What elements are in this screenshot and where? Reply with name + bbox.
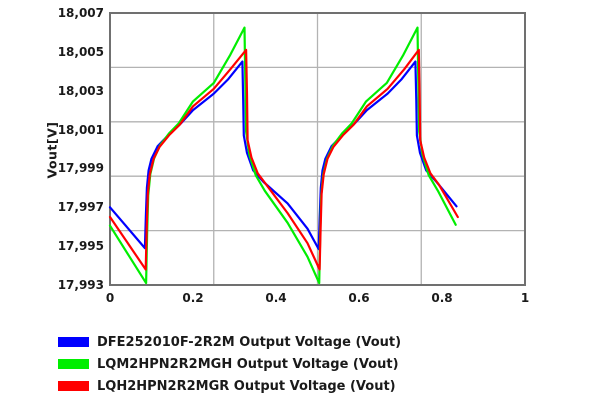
series-line-lqm2hpn2r2mgh — [108, 26, 457, 285]
x-tick-label: 0 — [105, 291, 115, 305]
legend-color-swatch — [58, 337, 89, 347]
legend-item-lqm2hpn2r2mgh: LQM2HPN2R2MGH Output Voltage (Vout) — [58, 353, 401, 375]
x-tick-label: 1 — [520, 291, 530, 305]
legend: DFE252010F-2R2M Output Voltage (Vout) LQM… — [58, 331, 401, 397]
x-tick-label: 0.4 — [265, 291, 287, 305]
y-tick-label: 17,999 — [57, 161, 104, 176]
y-tick-label: 17,997 — [57, 200, 104, 215]
x-tick-label: 0.6 — [348, 291, 370, 305]
legend-color-swatch — [58, 381, 89, 391]
y-tick-label: 18,001 — [57, 122, 104, 137]
x-tick-label: 0.2 — [182, 291, 204, 305]
y-tick-label: 18,003 — [57, 83, 104, 98]
legend-item-lqh2hpn2r2mgr: LQH2HPN2R2MGR Output Voltage (Vout) — [58, 375, 401, 397]
legend-label: LQM2HPN2R2MGH Output Voltage (Vout) — [97, 356, 399, 372]
legend-color-swatch — [58, 359, 89, 369]
plot-area — [108, 12, 526, 286]
x-tick-label: 0.8 — [431, 291, 453, 305]
legend-label: DFE252010F-2R2M Output Voltage (Vout) — [97, 334, 402, 350]
y-tick-label: 17,993 — [57, 278, 104, 292]
y-tick-label: 17,995 — [57, 239, 104, 254]
legend-label: LQH2HPN2R2MGR Output Voltage (Vout) — [97, 378, 396, 394]
y-tick-label: 18,007 — [57, 6, 104, 20]
y-tick-label: 18,005 — [57, 44, 104, 59]
plot-border — [109, 12, 526, 286]
series-line-lqh2hpn2r2mgr — [108, 48, 459, 271]
legend-item-dfe252010f-2r2m: DFE252010F-2R2M Output Voltage (Vout) — [58, 331, 401, 353]
series-line-dfe252010f-2r2m — [108, 60, 458, 251]
